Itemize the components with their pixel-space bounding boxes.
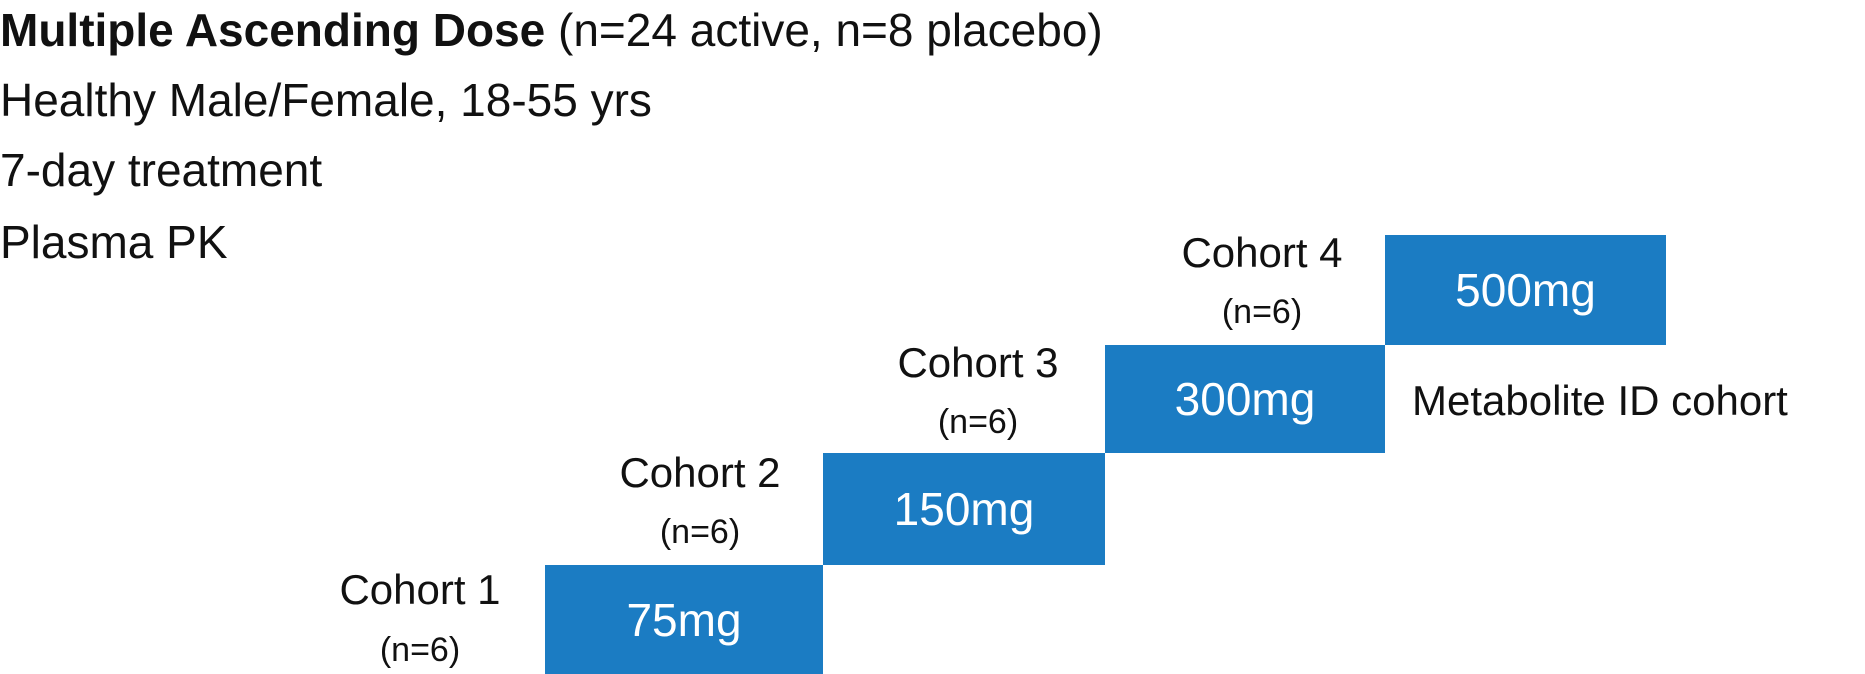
header-title-note: (n=24 active, n=8 placebo) bbox=[558, 4, 1103, 56]
cohort-n: (n=6) bbox=[937, 403, 1019, 441]
dose-box: 75mg bbox=[545, 565, 823, 674]
dose-label: 150mg bbox=[893, 483, 1035, 535]
dose-box: 150mg bbox=[823, 453, 1105, 565]
cohort-label: Cohort 1 bbox=[339, 566, 501, 613]
cohort-n: (n=6) bbox=[1221, 293, 1303, 331]
header-line: 7-day treatment bbox=[0, 144, 323, 196]
header-line: Healthy Male/Female, 18-55 yrs bbox=[0, 74, 652, 126]
dose-label: 75mg bbox=[626, 593, 742, 646]
annotation: Metabolite ID cohort bbox=[1412, 377, 1788, 424]
dose-label: 500mg bbox=[1455, 264, 1596, 316]
dose-label: 300mg bbox=[1174, 373, 1316, 425]
dose-box: 500mg bbox=[1385, 235, 1666, 345]
cohort-n: (n=6) bbox=[659, 513, 741, 551]
cohort-label: Cohort 3 bbox=[897, 339, 1059, 386]
header-title-line: Multiple Ascending Dose (n=24 active, n=… bbox=[0, 0, 1103, 60]
dose-box: 300mg bbox=[1105, 345, 1385, 453]
cohort-label: Cohort 4 bbox=[1181, 229, 1343, 276]
cohort-n: (n=6) bbox=[379, 631, 461, 669]
header-title: Multiple Ascending Dose bbox=[0, 4, 546, 56]
header-line: Plasma PK bbox=[0, 216, 228, 268]
cohort-label: Cohort 2 bbox=[619, 449, 781, 496]
